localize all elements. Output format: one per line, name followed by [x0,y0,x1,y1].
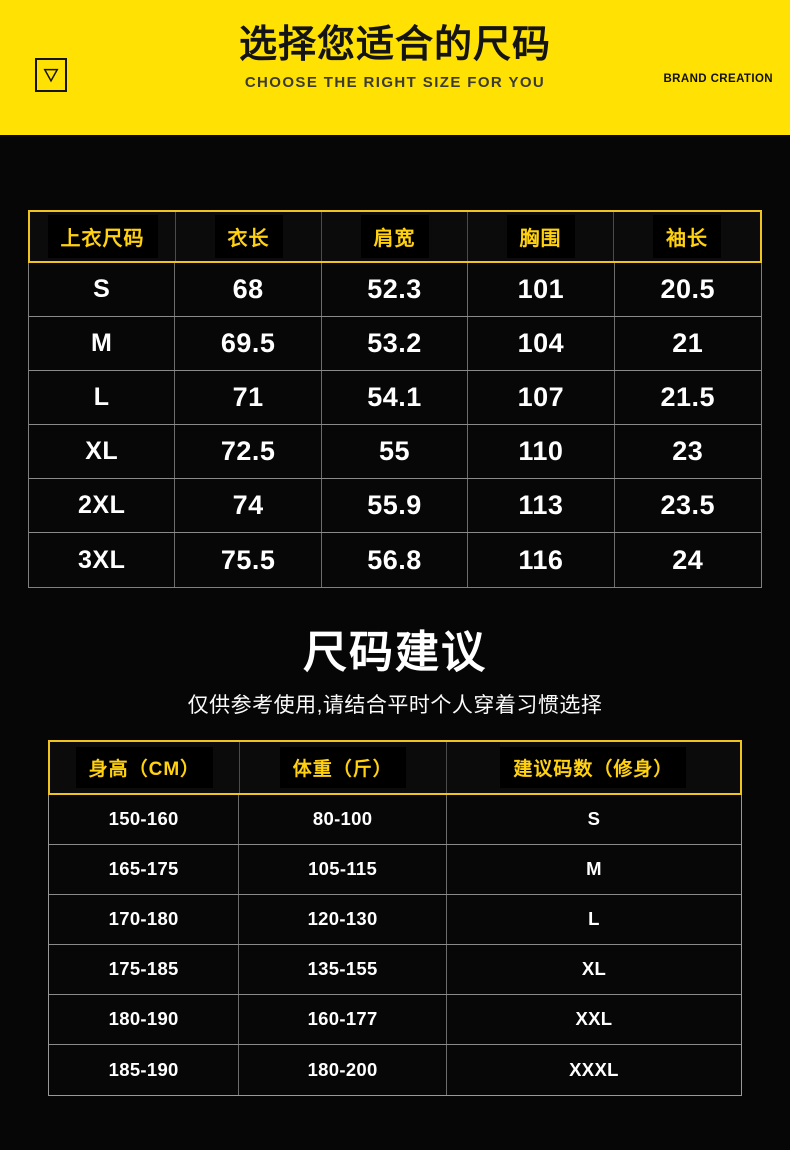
brand-name: BRAND CREATION [663,73,773,85]
table-row: S 68 52.3 101 20.5 [29,263,761,317]
table-cell: 185-190 [49,1044,240,1095]
table-cell: 105-115 [239,844,447,894]
table-cell: 113 [468,479,615,532]
table-row: M 69.5 53.2 104 21 [29,317,761,371]
table-cell: M [586,858,602,880]
table-cell: XL [581,958,607,980]
advice-col-header: 建议码数（修身） [447,742,740,793]
table-cell: 3XL [29,533,176,587]
table-cell: 175-185 [49,944,240,994]
table-cell: 23 [672,436,704,466]
advice-table-header-row: 身高（CM） 体重（斤） 建议码数（修身） [48,739,742,795]
table-cell: 165-175 [49,844,240,894]
brand-logo [35,58,67,92]
table-cell: 68 [175,263,322,316]
table-cell: XXXL [569,1058,619,1080]
header-label: 身高（CM） [75,746,214,788]
table-cell: 71 [175,371,322,424]
header-label: 建议码数（修身） [500,746,687,788]
table-cell: 180-190 [49,994,240,1044]
table-cell: 180-200 [239,1044,447,1095]
table-cell: XL [29,425,176,478]
table-cell: 110 [468,425,615,478]
triangle-down-icon [43,68,59,83]
table-cell: 55 [322,425,469,478]
table-cell: 24 [672,544,704,575]
table-row: L 71 54.1 107 21.5 [29,371,761,425]
table-cell: L [29,371,176,424]
size-col-header: 衣长 [176,212,322,261]
table-row: XL 72.5 55 110 23 [29,425,761,479]
table-cell: 20.5 [660,274,716,304]
header-label: 衣长 [214,215,283,258]
size-table-body: S 68 52.3 101 20.5 M 69.5 53.2 104 21 L … [28,263,762,588]
table-row: 3XL 75.5 56.8 116 24 [29,533,761,587]
table-cell: 23.5 [660,490,716,520]
advice-title: 尺码建议 [303,628,487,677]
header-label: 胸围 [506,215,575,258]
table-row: 180-190 160-177 XXL [49,994,741,1045]
page-title: 选择您适合的尺码 [238,24,551,66]
table-cell: 101 [468,263,615,316]
size-col-header: 上衣尺码 [30,212,176,261]
table-cell: 56.8 [322,533,469,587]
table-cell: 170-180 [49,894,240,944]
size-recommendation-table: 身高（CM） 体重（斤） 建议码数（修身） 150-160 80-100 S 1… [48,739,742,1096]
table-cell: 72.5 [175,425,322,478]
table-cell: 116 [468,533,615,587]
banner: 选择您适合的尺码 CHOOSE THE RIGHT SIZE FOR YOU B… [0,0,790,135]
table-cell: M [29,317,176,370]
table-cell: XXL [575,1008,613,1030]
advice-note: 仅供参考使用,请结合平时个人穿着习惯选择 [187,693,603,717]
table-cell: 52.3 [322,263,469,316]
header-label: 肩宽 [360,215,429,258]
table-cell: L [588,908,600,930]
table-cell: 55.9 [322,479,469,532]
table-cell: 160-177 [239,994,447,1044]
table-cell: S [29,263,176,316]
table-cell: 120-130 [239,894,447,944]
table-cell: S [587,808,601,830]
table-cell: 135-155 [239,944,447,994]
size-col-header: 袖长 [614,212,760,261]
size-col-header: 肩宽 [322,212,468,261]
table-cell: 74 [175,479,322,532]
advice-col-header: 体重（斤） [240,741,447,793]
table-row: 175-185 135-155 XL [49,944,741,995]
table-cell: 53.2 [322,317,469,370]
advice-col-header: 身高（CM） [50,741,240,793]
advice-table-body: 150-160 80-100 S 165-175 105-115 M 170-1… [48,794,742,1096]
header-label: 上衣尺码 [47,215,158,258]
table-row: 185-190 180-200 XXXL [49,1044,741,1095]
table-cell: 107 [468,371,615,424]
table-row: 170-180 120-130 L [49,894,741,945]
header-label: 袖长 [653,215,721,258]
size-col-header: 胸围 [468,212,614,261]
table-row: 2XL 74 55.9 113 23.5 [29,479,761,533]
table-cell: 54.1 [322,371,469,424]
table-row: 150-160 80-100 S [49,794,741,845]
table-cell: 69.5 [175,317,322,370]
table-cell: 21.5 [660,382,716,412]
table-cell: 75.5 [175,533,322,587]
size-table-header-row: 上衣尺码 衣长 肩宽 胸围 袖长 [28,210,762,263]
table-cell: 21 [672,328,704,358]
table-cell: 80-100 [239,794,447,844]
size-measurement-table: 上衣尺码 衣长 肩宽 胸围 袖长 S 68 52.3 101 20.5 M 69… [28,210,762,588]
table-cell: 104 [468,317,615,370]
table-row: 165-175 105-115 M [49,844,741,895]
header-label: 体重（斤） [279,746,406,788]
table-cell: 2XL [29,479,176,532]
table-cell: 150-160 [49,794,240,844]
page-subtitle: CHOOSE THE RIGHT SIZE FOR YOU [244,73,546,91]
